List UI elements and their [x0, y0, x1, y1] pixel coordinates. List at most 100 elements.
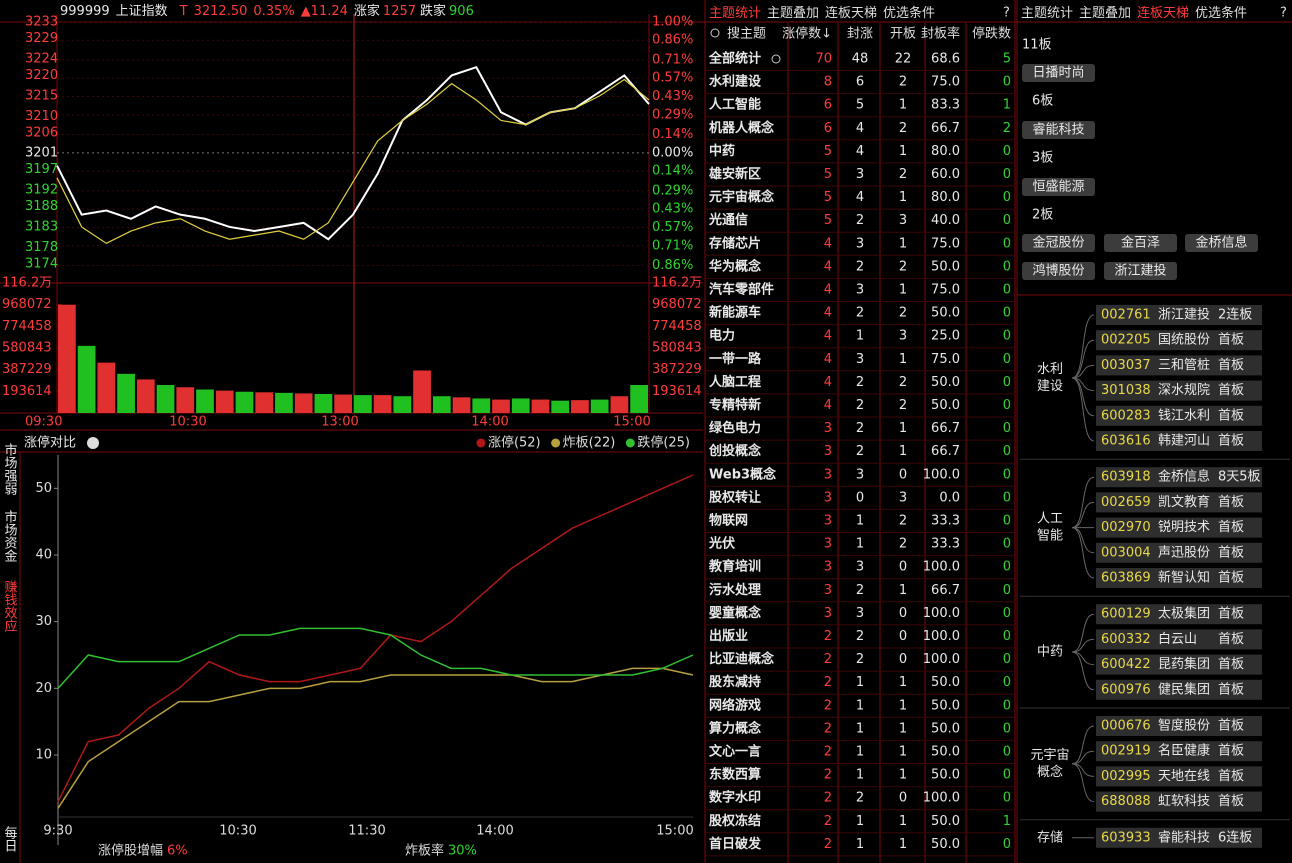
column-header[interactable]: 涨停数↓ [782, 26, 832, 42]
stock-tag[interactable]: 首板 [1218, 744, 1244, 759]
cell[interactable]: 人脑工程 [709, 374, 761, 390]
stock-item[interactable] [1096, 568, 1262, 588]
stock-code[interactable]: 003037 [1101, 358, 1151, 373]
cell[interactable]: 算力概念 [709, 720, 761, 736]
cell[interactable]: 股权冻结 [709, 813, 761, 829]
stock-tag[interactable]: 首板 [1218, 794, 1244, 809]
stock-button[interactable] [1104, 234, 1177, 252]
stock-button[interactable] [1185, 234, 1258, 252]
cell[interactable]: 创投概念 [708, 443, 761, 459]
stock-button-label[interactable]: 睿能科技 [1032, 123, 1084, 138]
stock-code[interactable]: 600129 [1101, 607, 1151, 622]
stock-code[interactable]: 002970 [1101, 520, 1151, 535]
ladder-tabs[interactable]: 主题统计 主题叠加 连板天梯 优选条件 [1021, 5, 1247, 21]
stock-button[interactable] [1022, 234, 1095, 252]
cell[interactable]: 专精特新 [709, 397, 761, 413]
cell[interactable]: 东数西算 [709, 767, 761, 783]
stock-code[interactable]: 603918 [1101, 470, 1151, 485]
stock-button[interactable] [1104, 262, 1177, 280]
stock-tag[interactable]: 首板 [1218, 408, 1244, 423]
stock-name[interactable]: 名臣健康 [1158, 743, 1210, 759]
stock-name[interactable]: 天地在线 [1158, 769, 1210, 784]
stock-tag[interactable]: 首板 [1218, 495, 1244, 510]
tab[interactable]: 优选条件 [883, 5, 935, 21]
stock-code[interactable]: 600422 [1101, 657, 1151, 672]
stock-code[interactable]: 603869 [1101, 571, 1151, 586]
side-tab[interactable]: 每日 [2, 825, 18, 852]
stock-item[interactable] [1096, 654, 1262, 675]
stock-item[interactable] [1096, 827, 1262, 848]
stock-button-label[interactable]: 金百泽 [1121, 235, 1160, 251]
stock-code[interactable]: 600283 [1101, 408, 1151, 423]
stock-name[interactable]: 三和管桩 [1158, 358, 1210, 373]
cell[interactable]: 一带一路 [709, 351, 762, 367]
stock-tag[interactable]: 8天5板 [1218, 470, 1261, 485]
stock-item[interactable] [1096, 431, 1262, 451]
help[interactable]: ? [1280, 6, 1287, 21]
stock-item[interactable] [1096, 604, 1262, 625]
stock-item[interactable] [1096, 517, 1262, 538]
stock-tag[interactable]: 6连板 [1218, 829, 1252, 845]
stock-name[interactable]: 智度股份 [1158, 718, 1210, 734]
stock-tag[interactable]: 首板 [1218, 607, 1244, 622]
stock-name[interactable]: 国统股份 [1158, 333, 1210, 348]
stock-button-label[interactable]: 金桥信息 [1195, 235, 1247, 251]
cell[interactable]: 存储芯片 [709, 235, 761, 251]
stock-name[interactable]: 健民集团 [1158, 681, 1210, 697]
tab[interactable]: 主题统计 [1021, 6, 1073, 21]
stock-name[interactable]: 睿能科技 [1158, 830, 1210, 845]
tab[interactable]: 主题叠加 [1079, 6, 1131, 21]
stock-code[interactable]: 688088 [1101, 794, 1151, 809]
stock-tag[interactable]: 首板 [1218, 571, 1244, 586]
stock-tag[interactable]: 首板 [1218, 333, 1244, 348]
cell[interactable]: 比亚迪概念 [709, 651, 774, 667]
cell[interactable]: 污水处理 [709, 582, 761, 598]
stock-item[interactable] [1096, 305, 1262, 325]
cell[interactable]: 元宇宙概念 [709, 189, 774, 205]
cell[interactable]: 全部统计 [708, 51, 761, 67]
tab[interactable]: 主题叠加 [767, 6, 819, 21]
side-tab[interactable]: 市场强弱 [2, 442, 18, 495]
stock-tag[interactable]: 2连板 [1218, 307, 1252, 323]
cell[interactable]: 股权转让 [709, 489, 761, 505]
stock-item[interactable] [1096, 380, 1262, 401]
stock-button-label[interactable]: 恒盛能源 [1032, 180, 1084, 195]
stock-tag[interactable]: 首板 [1218, 632, 1244, 647]
stock-tag[interactable]: 首板 [1218, 657, 1244, 672]
cell[interactable]: 电力 [709, 328, 735, 344]
cell[interactable]: 光通信 [708, 212, 748, 228]
stock-name[interactable]: 太极集团 [1158, 606, 1210, 622]
stock-tag[interactable]: 首板 [1218, 769, 1244, 784]
stock-item[interactable] [1096, 542, 1262, 563]
stock-tag[interactable]: 首板 [1218, 545, 1244, 560]
stock-item[interactable] [1096, 791, 1262, 812]
stock-code[interactable]: 002659 [1101, 495, 1151, 510]
cell[interactable]: 出版业 [709, 628, 748, 644]
cell[interactable]: 汽车零部件 [709, 282, 774, 298]
stock-item[interactable] [1096, 716, 1262, 736]
column-header[interactable]: 封板率 [921, 26, 960, 42]
stock-name[interactable]: 锐明技术 [1158, 520, 1210, 535]
help[interactable]: ? [1003, 6, 1010, 21]
stock-name[interactable]: 钱江水利 [1158, 408, 1210, 423]
stock-code[interactable]: 002761 [1101, 308, 1151, 323]
stock-tag[interactable]: 首板 [1218, 719, 1244, 734]
cell[interactable]: 股东减持 [709, 674, 761, 690]
stock-item[interactable] [1096, 679, 1262, 700]
stock-code[interactable]: 600332 [1101, 632, 1151, 647]
stock-code[interactable]: 301038 [1101, 383, 1151, 398]
cell[interactable]: 机器人概念 [709, 120, 774, 136]
column-header[interactable]: 搜主题 [727, 27, 766, 42]
stock-code[interactable]: 002205 [1101, 333, 1151, 348]
stock-item[interactable] [1096, 629, 1262, 650]
stock-button[interactable] [1022, 121, 1095, 139]
stock-name[interactable]: 声迅股份 [1158, 545, 1210, 560]
stock-button[interactable] [1022, 262, 1095, 280]
cell[interactable]: Web3概念 [709, 466, 776, 482]
stock-name[interactable]: 浙江建投 [1158, 307, 1210, 323]
stock-code[interactable]: 000676 [1101, 719, 1151, 734]
cell[interactable]: 中药 [709, 143, 735, 159]
stock-name[interactable]: 新智认知 [1158, 570, 1210, 586]
stock-code[interactable]: 603616 [1101, 434, 1151, 449]
stock-button-label[interactable]: 鸿博股份 [1032, 263, 1084, 279]
